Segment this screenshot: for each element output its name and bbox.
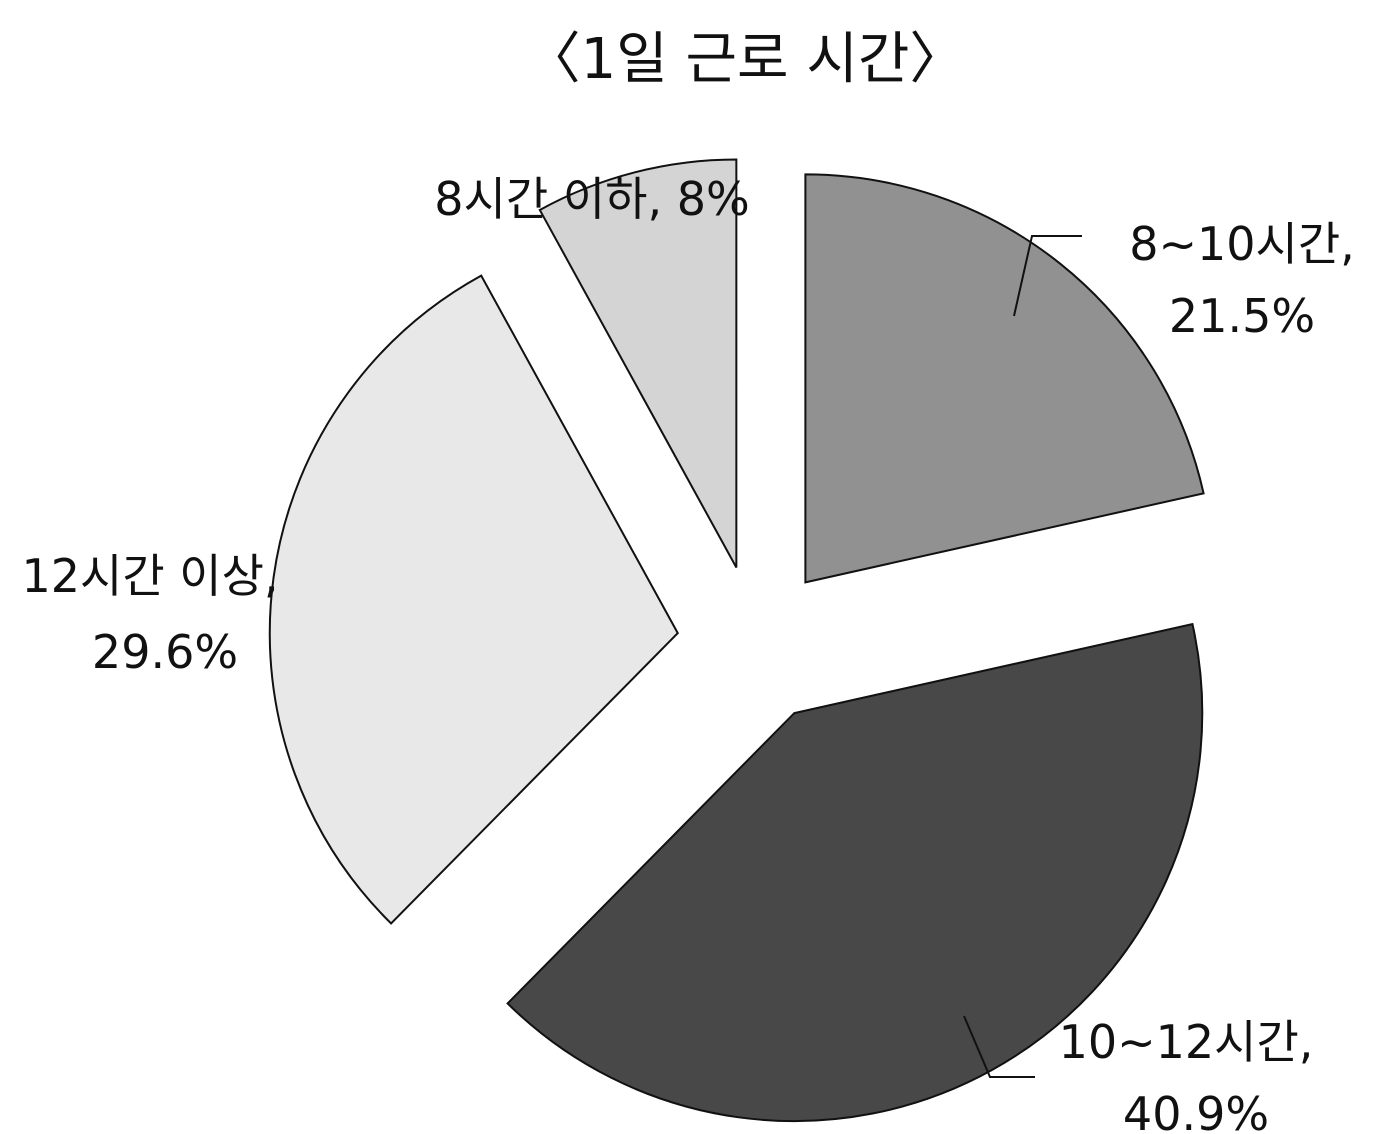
slice-label-8-10-line2: 21.5% [1169, 289, 1315, 343]
slice-label-8-10-line1: 8~10시간, [1129, 217, 1355, 271]
slice-under-8 [538, 158, 738, 568]
slice-label-10-12-line2: 40.9% [1123, 1087, 1269, 1134]
slice-8-10 [804, 173, 1205, 584]
slice-label-over-12-line1: 12시간 이상, [21, 549, 278, 603]
leader-line-8-10 [1013, 235, 1082, 317]
leader-line-10-12 [963, 1015, 1035, 1078]
pie-slices [268, 158, 1205, 1123]
slice-label-10-12-line1: 10~12시간, [1059, 1015, 1314, 1069]
slice-label-under-8: 8시간 이하, 8% [434, 172, 749, 226]
chart-title: 〈1일 근로 시간〉 [525, 27, 966, 92]
slice-label-over-12-line2: 29.6% [92, 625, 238, 679]
slice-10-12 [506, 622, 1204, 1123]
slice-over-12 [268, 274, 679, 925]
